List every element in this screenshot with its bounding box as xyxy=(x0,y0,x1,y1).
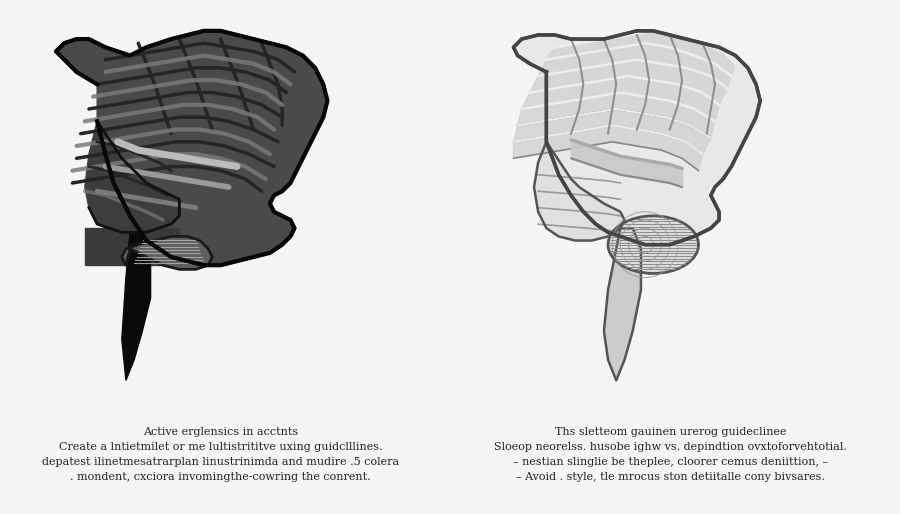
Text: Ths sletteom gauinen urerog guideclinee
Sloeop neorelss. husobe ighw vs. depindt: Ths sletteom gauinen urerog guideclinee … xyxy=(494,427,847,482)
Polygon shape xyxy=(604,228,641,380)
Polygon shape xyxy=(514,109,711,154)
Polygon shape xyxy=(85,228,179,265)
Polygon shape xyxy=(514,31,760,245)
Polygon shape xyxy=(538,43,732,88)
Text: Active erglensics in acctnts
Create a lntietmilet or me lultistrititve uxing gui: Active erglensics in acctnts Create a ln… xyxy=(42,427,399,482)
Polygon shape xyxy=(534,142,625,241)
Polygon shape xyxy=(122,232,150,380)
Ellipse shape xyxy=(608,216,698,273)
Polygon shape xyxy=(85,121,179,232)
Polygon shape xyxy=(122,236,212,269)
Polygon shape xyxy=(514,125,703,171)
Polygon shape xyxy=(522,76,719,121)
Polygon shape xyxy=(518,93,715,138)
Polygon shape xyxy=(546,31,735,76)
Polygon shape xyxy=(56,31,328,265)
Polygon shape xyxy=(530,60,727,105)
